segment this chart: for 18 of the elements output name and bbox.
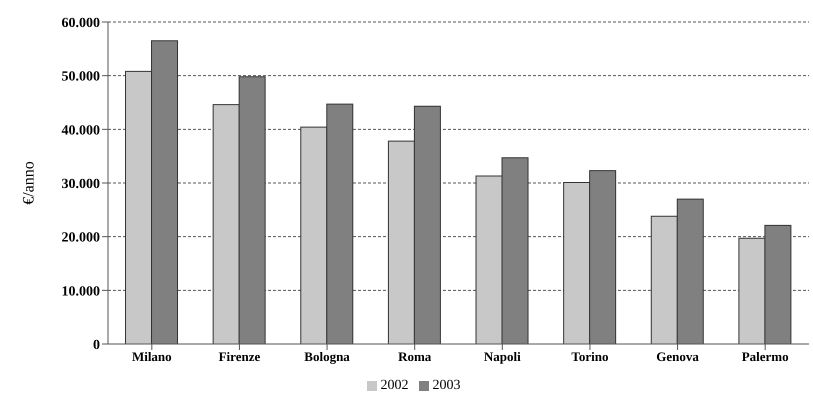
x-tick-label: Firenze: [218, 349, 260, 364]
y-tick-label: 50.000: [62, 70, 100, 85]
y-tick-label: 40.000: [62, 123, 100, 138]
y-axis-title: €/anno: [20, 161, 38, 205]
y-tick-label: 10.000: [62, 284, 100, 300]
x-tick-label: Genova: [656, 349, 700, 364]
y-tick-label: 20.000: [62, 230, 100, 246]
legend-label: 2003: [432, 378, 460, 393]
y-tick-label: 0: [93, 338, 100, 353]
x-tick-label: Milano: [132, 349, 172, 364]
x-tick-label: Torino: [571, 349, 608, 364]
x-tick-label: Roma: [398, 349, 432, 364]
x-tick-label: Palermo: [742, 349, 789, 364]
x-tick-label: Napoli: [484, 349, 522, 364]
y-tick-label: 30.000: [62, 176, 100, 192]
legend-label: 2002: [380, 378, 408, 393]
y-tick-label: 60.000: [62, 16, 100, 31]
x-tick-label: Bologna: [304, 349, 350, 364]
